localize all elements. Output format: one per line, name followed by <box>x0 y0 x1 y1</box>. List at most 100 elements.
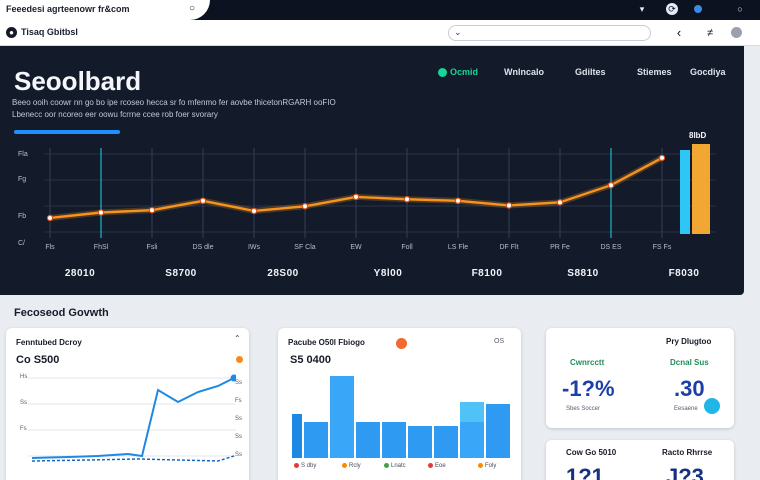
x-tick-label: LS Fle <box>447 244 469 251</box>
x-tick-label: Fsli <box>146 244 158 251</box>
metric-value: 28010 <box>64 268 96 279</box>
stat-caption-left: Sbes Soccer <box>566 406 601 412</box>
data-point <box>97 209 105 216</box>
back-icon[interactable]: ‹ <box>676 25 682 40</box>
stat-value-left: -1?% <box>562 376 615 401</box>
y-tick-label: Ss <box>20 400 28 406</box>
metric-value: F8100 <box>471 268 503 279</box>
bar-card-badge: OS <box>494 338 505 345</box>
nav-item-3[interactable]: Stiemes <box>637 67 672 77</box>
data-point <box>301 203 309 210</box>
menu-icon[interactable]: ≠ <box>706 27 714 39</box>
data-point <box>352 193 360 201</box>
hero-description-line2: Lbenecc oor ncoreo eer oowu fcrrne ccee … <box>12 110 218 119</box>
stat-value-right: .30 <box>674 376 705 401</box>
info-icon[interactable] <box>704 398 720 414</box>
bar-card-title: Pacube O50l Fbiogo <box>288 338 365 347</box>
nav-item-0[interactable]: Ocmid <box>450 67 479 77</box>
x-tick-label: DS ES <box>600 244 622 251</box>
nav-item-1[interactable]: Wnlncalo <box>504 67 544 77</box>
x-tick-label: Foll <box>401 244 413 251</box>
right-tick-label: Ss <box>235 452 243 458</box>
legend-item: Lnatc <box>384 463 406 469</box>
x-tick-label: FhSl <box>93 244 109 251</box>
y-tick-label: Fb <box>18 213 27 220</box>
x-tick-label: PR Fe <box>550 244 570 251</box>
window-close-icon[interactable]: ○ <box>737 4 743 14</box>
tab-title: Feeedesi agrteenowr fr&com <box>6 4 130 14</box>
summary-card[interactable]: Cow Go 5010 Racto Rhrrse 1?1 J?3 <box>546 440 734 480</box>
x-tick-label: DS dle <box>192 244 214 251</box>
bar-chart <box>292 376 510 458</box>
more-icon[interactable]: ⌃ <box>234 334 241 343</box>
nav-active-dot <box>438 68 447 77</box>
right-tick-label: Fs <box>235 398 242 404</box>
status-dot-icon <box>236 356 243 363</box>
data-point <box>46 214 54 222</box>
growth-card[interactable]: Fenntubed Dcroy Co S500 ⌃ Hs Ss Fs Ss Fs… <box>6 328 249 480</box>
tab-bar: Feeedesi agrteenowr fr&com ○ ▾ ⟳ ○ <box>0 0 760 20</box>
x-tick-label: SF Cla <box>294 244 316 251</box>
stat-card[interactable]: Pry Dlugtoo Cwnrcctt Dcnal Sus -1?% .30 … <box>546 328 734 428</box>
bar-chart-card[interactable]: Pacube O50l Fbiogo OS S5 0400 S dby Rcly… <box>278 328 521 480</box>
summary-value-left: 1?1 <box>566 464 604 480</box>
metric-value: Y8l00 <box>373 268 403 279</box>
browser-tab[interactable]: Feeedesi agrteenowr fr&com ○ <box>0 0 210 20</box>
metric-value: F8030 <box>668 268 700 279</box>
right-tick-label: Ss <box>235 380 243 386</box>
hero-accent-bar <box>14 130 120 134</box>
hero-panel: Seoolbard Beeo ooih coowr nn go bo ipe r… <box>0 46 744 295</box>
stat-card-header: Pry Dlugtoo <box>666 337 712 346</box>
y-tick-label: Fla <box>18 151 28 158</box>
stat-label-right: Dcnal Sus <box>670 358 709 367</box>
data-point <box>454 197 462 205</box>
y-tick-label: Fg <box>18 176 27 183</box>
section-title: Fecoseod Govwth <box>14 307 109 319</box>
extension-icon[interactable] <box>694 5 702 13</box>
x-tick-label: IWs <box>247 244 261 251</box>
metric-value: 28S00 <box>267 268 299 279</box>
bar-cyan <box>680 150 690 234</box>
nav-item-4[interactable]: Gocdiya <box>690 67 726 77</box>
site-icon: ● <box>6 27 17 38</box>
tab-close-icon[interactable]: ○ <box>188 3 196 14</box>
x-tick-label: Fls <box>45 244 55 251</box>
x-tick-label: EW <box>350 244 362 251</box>
data-point <box>148 206 156 214</box>
stat-label-left: Cwnrcctt <box>570 358 605 367</box>
metric-value: S8700 <box>165 268 197 279</box>
summary-header-left: Cow Go 5010 <box>566 448 617 457</box>
x-tick-label: DF Flt <box>499 244 519 251</box>
data-point <box>403 196 411 203</box>
data-point <box>607 182 615 189</box>
legend-item: Eoe <box>428 463 446 469</box>
data-point <box>505 202 513 209</box>
hero-line-chart <box>44 144 716 238</box>
profile-icon[interactable] <box>731 27 742 38</box>
data-point <box>556 199 564 206</box>
refresh-icon[interactable]: ⟳ <box>666 3 678 15</box>
bar-card-value: S5 0400 <box>290 354 331 366</box>
peak-label: 8lbD <box>689 131 707 140</box>
data-point <box>199 197 207 205</box>
search-icon: ⌄ <box>454 27 462 37</box>
stat-caption-right: Eesaene <box>674 406 698 412</box>
data-point <box>250 207 258 215</box>
summary-value-right: J?3 <box>666 464 704 480</box>
growth-card-value: Co S500 <box>16 354 60 366</box>
legend-item: Rcly <box>342 463 361 469</box>
site-name: Tisaq Gbitbsl <box>21 27 78 37</box>
hero-description-line1: Beeo ooih coowr nn go bo ipe rcoseo hecc… <box>12 98 336 107</box>
legend-item: S dby <box>294 463 316 469</box>
data-point <box>658 154 666 162</box>
page-title: Seoolbard <box>14 66 142 96</box>
bar-orange <box>692 144 710 234</box>
nav-item-2[interactable]: Gdiltes <box>575 67 606 77</box>
url-field[interactable]: ⌄ <box>448 25 651 41</box>
y-tick-label: Hs <box>20 374 28 380</box>
y-tick-label: C/ <box>18 240 25 247</box>
alert-icon <box>396 338 407 349</box>
right-tick-label: Ss <box>235 434 243 440</box>
download-icon[interactable]: ▾ <box>639 4 645 14</box>
y-tick-label: Fs <box>20 426 27 432</box>
